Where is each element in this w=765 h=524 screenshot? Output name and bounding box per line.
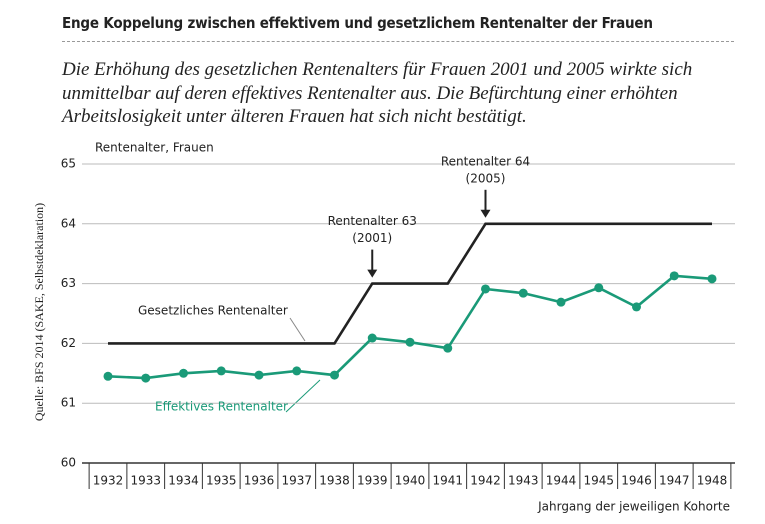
x-tick-label: 1940 [395,474,426,488]
annotation: (2001) [352,231,392,245]
leader-line [285,379,321,413]
arrow-head [367,269,378,278]
point [594,283,604,293]
point [443,343,453,353]
annotation: Rentenalter 64 [441,154,530,168]
x-tick-label: 1944 [546,474,577,488]
series-label: Gesetzliches Rentenalter [138,304,288,318]
y-tick-label: 64 [61,216,76,230]
series-label: Effektives Rentenalter [155,400,288,414]
x-tick-label: 1948 [697,474,728,488]
series-line [108,222,712,345]
y-axis-label: Rentenalter, Frauen [95,141,214,155]
series-line [107,274,713,380]
x-tick-label: 1947 [659,474,690,488]
x-tick-label: 1943 [508,474,539,488]
y-tick-label: 60 [61,456,76,470]
x-tick-label: 1941 [432,474,463,488]
x-tick-label: 1942 [470,474,501,488]
x-tick-label: 1945 [583,474,614,488]
title: Enge Koppelung zwischen effektivem und g… [62,14,653,32]
x-tick-label: 1935 [206,474,237,488]
point [556,297,566,307]
point [179,368,188,378]
y-tick-label: 61 [61,396,76,410]
point [367,333,377,343]
point [669,271,679,281]
subtitle: Die Erhöhung des gesetzlichen Rentenalte… [62,59,693,127]
divider [62,41,734,42]
point [632,302,641,312]
x-tick-label: 1934 [168,474,199,488]
point [405,337,415,347]
point [707,274,717,284]
point [216,366,226,376]
point [141,373,151,383]
x-tick-label: 1936 [244,474,275,488]
x-tick-label: 1937 [281,474,312,488]
point [518,288,528,298]
x-tick-label: 1938 [319,474,350,488]
point [330,370,339,380]
x-tick-label: 1933 [130,474,161,488]
y-tick-label: 62 [61,336,76,350]
annotation: (2005) [466,171,506,185]
x-axis-label: Jahrgang der jeweiligen Kohorte [537,500,730,514]
leader-line [289,317,306,342]
x-tick-label: 1932 [93,474,124,488]
point [103,371,113,381]
y-tick-label: 63 [61,276,76,290]
point [481,284,490,294]
annotation: Rentenalter 63 [328,214,417,228]
arrow-head [480,209,491,218]
y-tick-label: 65 [61,157,76,171]
point [254,370,264,380]
x-tick-label: 1946 [621,474,652,488]
point [292,366,302,376]
x-tick-label: 1939 [357,474,388,488]
source: Quelle: BFS 2014 (SAKE, Selbstdeklaratio… [32,203,46,421]
